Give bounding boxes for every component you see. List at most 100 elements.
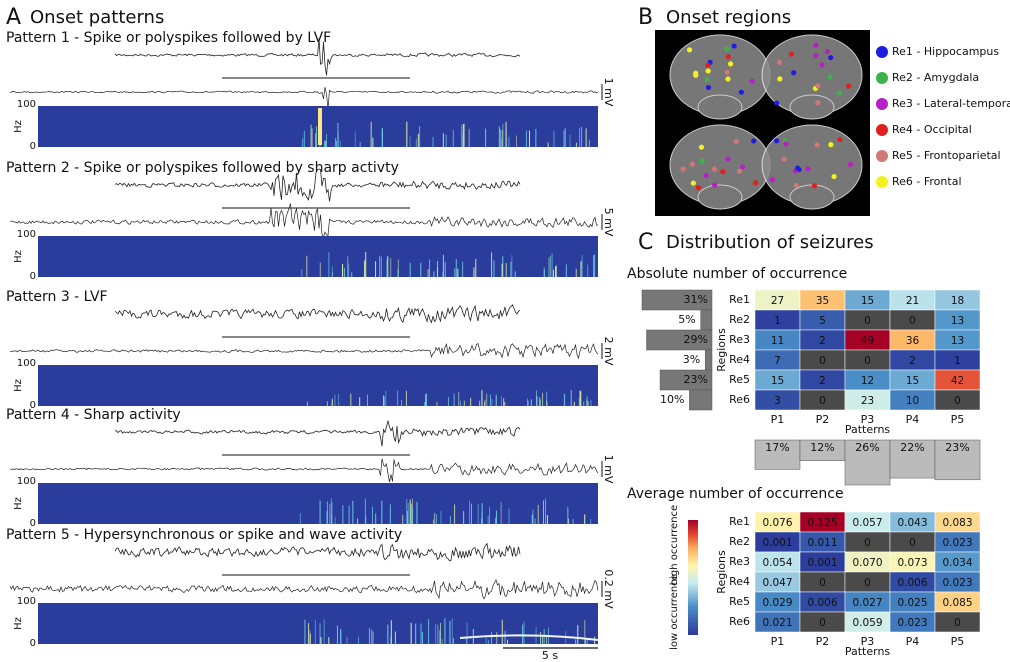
spectrogram bbox=[38, 365, 598, 406]
cell-label: 0 bbox=[864, 537, 871, 549]
cell-label: 0.076 bbox=[762, 517, 792, 529]
cerebellum bbox=[697, 94, 743, 120]
percent-bar bbox=[700, 309, 713, 331]
cell-label: 0.029 bbox=[762, 597, 792, 609]
row-label: Re2 bbox=[729, 313, 750, 326]
onset-dot bbox=[690, 180, 696, 186]
cell-label: 0 bbox=[909, 537, 916, 549]
cell-label: 0.054 bbox=[762, 557, 792, 569]
onset-dot bbox=[705, 68, 711, 74]
x-axis-label: Patterns bbox=[845, 645, 891, 658]
onset-dot bbox=[774, 100, 780, 106]
freq-label: Hz bbox=[13, 379, 24, 392]
row-label: Re6 bbox=[729, 393, 750, 406]
onset-dot bbox=[733, 138, 739, 145]
onset-dot bbox=[828, 142, 834, 148]
legend-dot bbox=[876, 150, 888, 162]
column-label: P4 bbox=[906, 413, 920, 426]
onset-dot bbox=[699, 158, 705, 164]
onset-dot bbox=[846, 83, 852, 89]
eeg-trace bbox=[114, 38, 521, 76]
panel-letter: C bbox=[638, 230, 653, 255]
onset-dot bbox=[815, 100, 821, 106]
onset-dot bbox=[791, 70, 797, 76]
column-label: P3 bbox=[861, 635, 875, 648]
onset-dot bbox=[712, 182, 718, 188]
legend-label: Re6 - Frontal bbox=[892, 175, 962, 188]
panel-letter: B bbox=[638, 5, 653, 30]
percent-label: 23% bbox=[684, 373, 708, 386]
cerebellum bbox=[789, 184, 835, 210]
onset-dot bbox=[725, 54, 731, 60]
spectrogram-burst bbox=[318, 108, 322, 145]
pattern-title: Pattern 2 - Spike or polyspikes followed… bbox=[6, 160, 399, 176]
colorbar-label: high occurrence bbox=[669, 505, 680, 585]
cell-label: 3 bbox=[774, 395, 781, 407]
cell-label: 49 bbox=[861, 335, 874, 347]
heatmap-cell bbox=[934, 611, 981, 633]
cell-label: 10 bbox=[906, 395, 919, 407]
freq-tick: 0 bbox=[30, 638, 36, 649]
cell-label: 13 bbox=[951, 335, 964, 347]
percent-label: 26% bbox=[855, 441, 879, 454]
cell-label: 0.085 bbox=[942, 597, 972, 609]
onset-dot bbox=[695, 185, 702, 191]
freq-tick: 0 bbox=[30, 400, 36, 411]
cell-label: 13 bbox=[951, 315, 964, 327]
onset-dot bbox=[815, 83, 821, 89]
legend-label: Re3 - Lateral-temporal bbox=[892, 97, 1010, 110]
cell-label: 7 bbox=[774, 355, 781, 367]
onset-dot bbox=[727, 61, 734, 67]
panel-title: Onset regions bbox=[666, 7, 791, 28]
onset-dot bbox=[689, 161, 695, 167]
freq-tick: 100 bbox=[17, 358, 36, 369]
freq-tick: 100 bbox=[17, 476, 36, 487]
onset-dot bbox=[693, 70, 699, 76]
eeg-trace bbox=[10, 458, 599, 483]
onset-dot bbox=[814, 142, 820, 148]
cell-label: 23 bbox=[861, 395, 874, 407]
cell-label: 35 bbox=[816, 295, 829, 307]
freq-tick: 100 bbox=[17, 229, 36, 240]
cell-label: 0.034 bbox=[942, 557, 972, 569]
onset-dot bbox=[827, 74, 833, 80]
section-title: Absolute number of occurrence bbox=[627, 266, 847, 282]
onset-dot bbox=[805, 166, 811, 172]
column-label: P5 bbox=[951, 635, 965, 648]
onset-dot bbox=[731, 43, 737, 49]
cell-label: 0 bbox=[909, 315, 916, 327]
onset-dot bbox=[819, 62, 825, 68]
freq-tick: 0 bbox=[30, 271, 36, 282]
onset-dot bbox=[711, 166, 718, 172]
pattern-title: Pattern 1 - Spike or polyspikes followed… bbox=[6, 30, 331, 46]
onset-dot bbox=[725, 76, 731, 82]
column-label: P1 bbox=[771, 635, 785, 648]
onset-dot bbox=[783, 141, 789, 147]
freq-label: Hz bbox=[13, 250, 24, 263]
onset-dot bbox=[781, 156, 787, 162]
row-label: Re5 bbox=[729, 595, 750, 608]
column-label: P4 bbox=[906, 635, 920, 648]
heatmap-cell bbox=[934, 389, 981, 411]
freq-tick: 0 bbox=[30, 518, 36, 529]
amplitude-scale: 1 mV bbox=[602, 78, 615, 107]
cell-label: 0.059 bbox=[852, 617, 882, 629]
cell-label: 18 bbox=[951, 295, 964, 307]
onset-dot bbox=[836, 90, 843, 96]
cell-label: 42 bbox=[951, 375, 964, 387]
eeg-trace bbox=[9, 203, 599, 238]
onset-dot bbox=[680, 166, 686, 172]
cell-label: 0 bbox=[954, 395, 961, 407]
row-label: Re4 bbox=[729, 575, 750, 588]
cell-label: 21 bbox=[906, 295, 919, 307]
cell-label: 0.025 bbox=[897, 597, 927, 609]
onset-dot bbox=[795, 165, 801, 171]
cell-label: 0.021 bbox=[762, 617, 792, 629]
row-label: Re5 bbox=[729, 373, 750, 386]
cell-label: 0.023 bbox=[942, 577, 972, 589]
spectrogram bbox=[38, 483, 598, 524]
percent-bar bbox=[646, 329, 713, 351]
cell-label: 0 bbox=[819, 355, 826, 367]
cell-label: 12 bbox=[861, 375, 874, 387]
